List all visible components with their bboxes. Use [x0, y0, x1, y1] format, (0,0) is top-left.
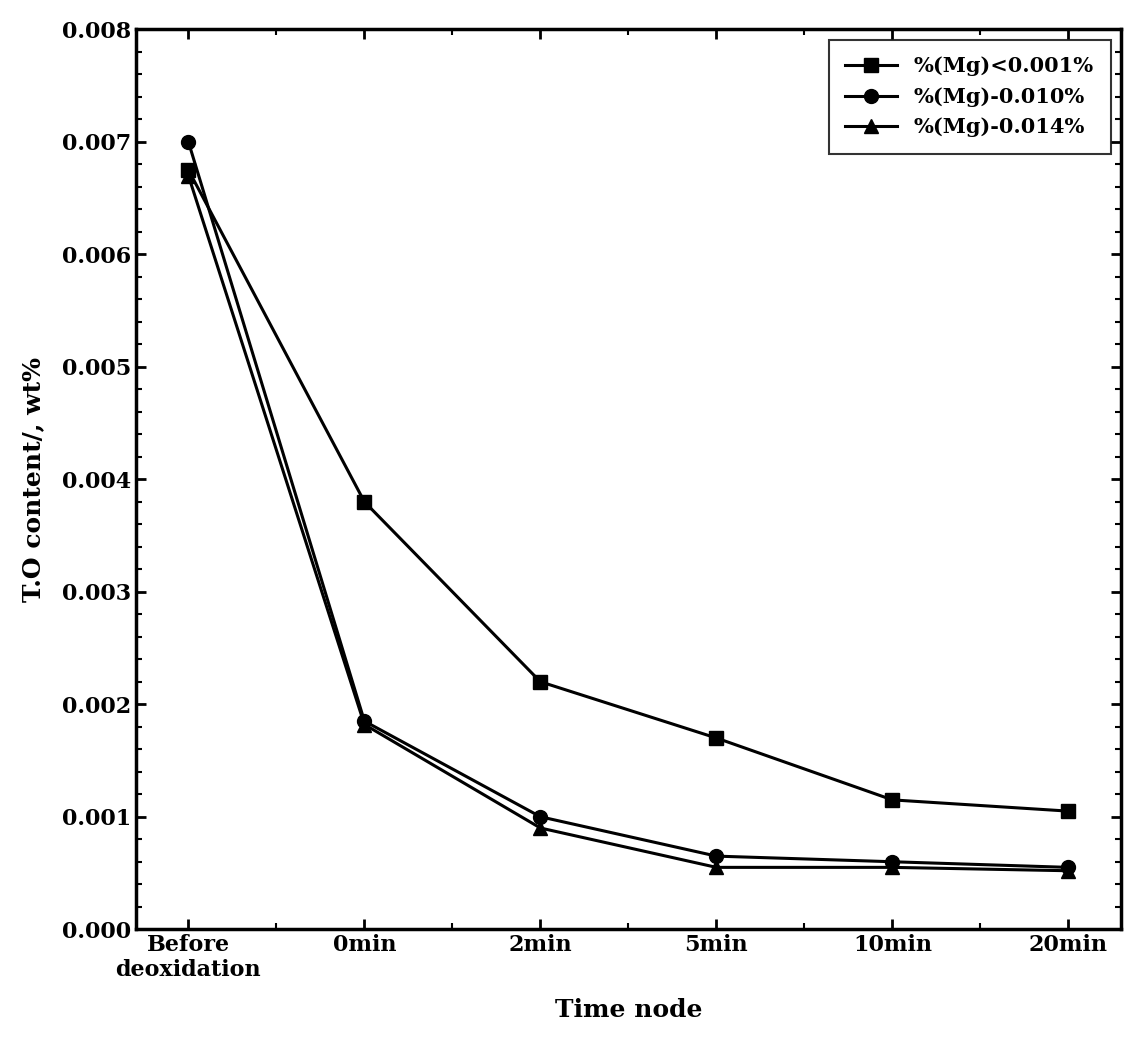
%(Mg)<0.001% [357, 495, 371, 508]
%(Mg)-0.010% [709, 850, 723, 863]
%(Mg)-0.010% [182, 136, 195, 148]
%(Mg)-0.014% [709, 862, 723, 874]
Line: %(Mg)-0.014%: %(Mg)-0.014% [182, 169, 1076, 878]
%(Mg)<0.001% [533, 676, 547, 688]
%(Mg)-0.014% [885, 862, 899, 874]
%(Mg)<0.001% [182, 164, 195, 176]
X-axis label: Time node: Time node [555, 998, 702, 1022]
Line: %(Mg)-0.010%: %(Mg)-0.010% [182, 135, 1076, 874]
%(Mg)-0.010% [533, 810, 547, 823]
%(Mg)-0.010% [357, 714, 371, 727]
%(Mg)-0.014% [533, 822, 547, 834]
%(Mg)-0.014% [357, 719, 371, 731]
%(Mg)<0.001% [709, 732, 723, 745]
Line: %(Mg)<0.001%: %(Mg)<0.001% [182, 163, 1076, 818]
%(Mg)<0.001% [1062, 805, 1076, 818]
Legend: %(Mg)<0.001%, %(Mg)-0.010%, %(Mg)-0.014%: %(Mg)<0.001%, %(Mg)-0.010%, %(Mg)-0.014% [829, 40, 1111, 154]
%(Mg)-0.014% [1062, 865, 1076, 877]
%(Mg)-0.014% [182, 169, 195, 181]
%(Mg)-0.010% [1062, 862, 1076, 874]
%(Mg)-0.010% [885, 855, 899, 868]
Y-axis label: T.O content/, wt%: T.O content/, wt% [21, 357, 45, 602]
%(Mg)<0.001% [885, 794, 899, 806]
